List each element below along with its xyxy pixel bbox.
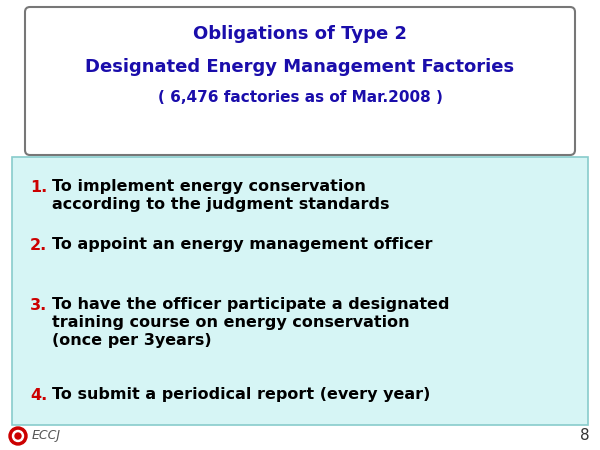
Text: 1.: 1.	[30, 180, 47, 194]
Text: To appoint an energy management officer: To appoint an energy management officer	[52, 238, 433, 252]
Text: 2.: 2.	[30, 238, 47, 252]
Circle shape	[15, 433, 21, 439]
Text: according to the judgment standards: according to the judgment standards	[52, 198, 389, 212]
FancyBboxPatch shape	[12, 157, 588, 425]
Text: To have the officer participate a designated: To have the officer participate a design…	[52, 297, 449, 312]
Text: Obligations of Type 2: Obligations of Type 2	[193, 25, 407, 43]
Text: 4.: 4.	[30, 387, 47, 402]
Text: ( 6,476 factories as of Mar.2008 ): ( 6,476 factories as of Mar.2008 )	[158, 90, 442, 104]
Text: training course on energy conservation: training course on energy conservation	[52, 315, 410, 330]
FancyBboxPatch shape	[25, 7, 575, 155]
Circle shape	[9, 427, 27, 445]
Text: 3.: 3.	[30, 297, 47, 312]
Text: (once per 3years): (once per 3years)	[52, 333, 212, 348]
Text: 8: 8	[580, 428, 590, 444]
Text: ECCJ: ECCJ	[32, 429, 61, 442]
Circle shape	[13, 431, 23, 441]
Text: To implement energy conservation: To implement energy conservation	[52, 180, 366, 194]
Text: To submit a periodical report (every year): To submit a periodical report (every yea…	[52, 387, 430, 402]
Text: Designated Energy Management Factories: Designated Energy Management Factories	[85, 58, 515, 76]
